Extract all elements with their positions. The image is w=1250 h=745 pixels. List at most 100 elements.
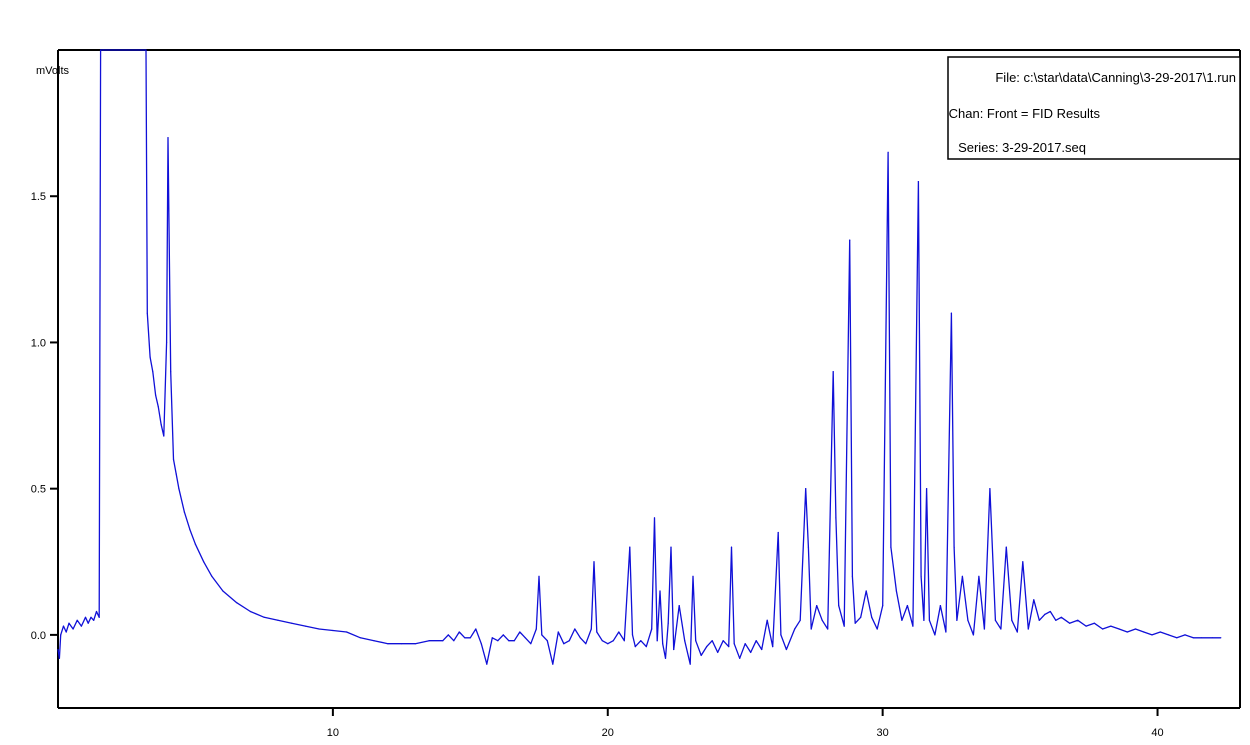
data-point [1167,634,1170,636]
data-point [1044,613,1046,616]
data-point [667,622,669,624]
data-point [711,640,713,642]
data-point [920,575,922,578]
data-point [508,640,510,642]
data-point [62,625,65,627]
data-point [810,628,812,630]
data-point [631,634,634,636]
data-point [464,637,466,639]
y-axis-ticks: 0.0 0.5 1.0 1.5 [31,191,58,642]
data-point [664,657,667,659]
data-point [876,628,878,630]
data-point [359,637,361,639]
data-point [497,640,499,642]
data-point [832,371,834,373]
data-point [183,511,185,513]
data-point [1211,637,1214,639]
data-point [1011,619,1013,621]
data-point [568,640,570,642]
data-point [1055,619,1057,621]
data-point [972,634,975,636]
data-point [653,517,656,519]
data-point [928,619,931,621]
data-point [100,49,102,51]
data-point [1118,628,1120,630]
data-point [851,575,854,578]
data-point [387,643,389,645]
data-point [1005,546,1007,548]
data-point [923,619,925,621]
data-point [93,619,95,621]
data-point [579,637,581,639]
legend-box: File: c:\star\data\Canning\3-29-2017\1.r… [947,56,1241,160]
x-tick-label: 20 [602,727,614,739]
data-point [1102,628,1104,630]
data-point [163,435,165,437]
data-point [1159,631,1161,633]
data-point [967,619,969,621]
data-point [700,654,702,657]
data-point [146,312,148,314]
data-point [1126,631,1128,633]
data-point [167,137,169,139]
data-point [733,643,735,645]
y-tick-label: 1.0 [31,337,46,349]
data-point [160,423,162,425]
data-point [722,640,724,642]
data-point [912,625,914,627]
data-point [491,637,493,639]
data-point [590,628,592,630]
data-point [178,488,180,490]
data-point [1022,561,1024,563]
data-point [535,628,537,630]
data-point [189,529,191,531]
data-point [890,546,892,548]
data-point [72,628,74,630]
data-point [1220,637,1222,639]
data-point [1134,628,1137,630]
data-point [475,628,477,630]
data-point [211,575,213,578]
data-point [607,643,609,645]
data-point [805,488,807,490]
data-point [780,634,782,636]
data-point [887,151,889,153]
data-point [332,629,334,632]
data-point [277,619,279,621]
data-point [346,631,348,633]
data-point [1192,637,1194,639]
data-point [728,646,730,648]
data-point [777,531,779,534]
data-point [84,616,87,618]
data-point [794,628,796,630]
data-point [695,640,697,642]
data-point [480,643,482,645]
data-point [170,371,172,373]
data-point [194,543,196,545]
legend-entry-series: Series: 3-29-2017.seq [958,140,1086,155]
data-point [1200,637,1203,639]
x-tick-label: 40 [1151,727,1163,739]
data-point [57,648,59,651]
data-point [546,640,548,642]
data-point [816,605,818,607]
data-point [618,631,620,633]
data-point [68,622,70,624]
data-point [1038,619,1040,621]
data-point [1000,628,1002,630]
data-point [629,546,631,548]
data-point [574,628,576,630]
data-point [838,605,840,607]
data-point [291,622,293,624]
data-point [155,394,157,396]
data-point [950,312,953,314]
data-point [552,663,554,665]
data-point [80,625,82,627]
data-point [1143,631,1145,633]
data-point [978,575,980,578]
data-point [157,406,159,408]
data-point [428,640,430,642]
data-point [945,631,947,633]
data-point [689,663,691,665]
data-point [541,634,543,636]
